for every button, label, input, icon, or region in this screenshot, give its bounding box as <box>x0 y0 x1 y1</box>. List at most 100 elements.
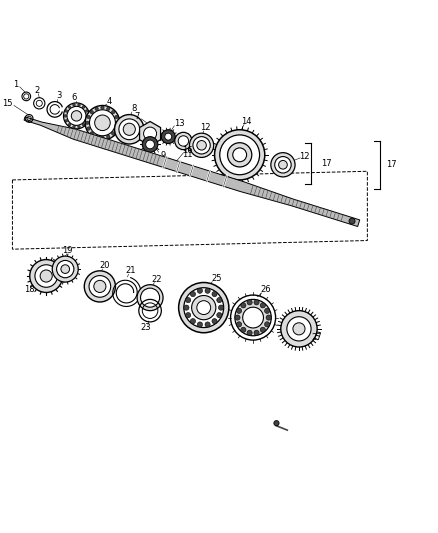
Text: 2: 2 <box>35 86 40 95</box>
Text: 8: 8 <box>131 104 136 114</box>
Circle shape <box>233 148 247 161</box>
Circle shape <box>142 136 158 152</box>
Circle shape <box>67 107 86 125</box>
Circle shape <box>68 123 71 126</box>
Circle shape <box>293 323 305 335</box>
Circle shape <box>215 130 265 180</box>
Circle shape <box>178 136 189 146</box>
Circle shape <box>78 103 80 106</box>
Text: 18: 18 <box>25 285 35 294</box>
Circle shape <box>235 315 240 320</box>
Circle shape <box>85 106 120 140</box>
Circle shape <box>266 315 271 320</box>
Text: 25: 25 <box>212 273 222 282</box>
Text: 3: 3 <box>57 91 62 100</box>
Circle shape <box>64 103 89 129</box>
Circle shape <box>106 107 110 110</box>
Circle shape <box>141 288 159 307</box>
Circle shape <box>94 280 106 293</box>
Circle shape <box>73 126 75 128</box>
Circle shape <box>260 327 265 333</box>
Circle shape <box>87 127 90 131</box>
Circle shape <box>217 312 222 318</box>
Text: 14: 14 <box>241 117 251 126</box>
Polygon shape <box>140 122 161 146</box>
Circle shape <box>89 110 116 136</box>
Text: 11: 11 <box>183 150 193 159</box>
Circle shape <box>197 322 202 327</box>
Circle shape <box>65 119 67 122</box>
Text: 21: 21 <box>125 266 135 276</box>
Circle shape <box>191 292 195 297</box>
Circle shape <box>186 297 191 303</box>
Circle shape <box>146 140 155 149</box>
Text: 12: 12 <box>200 124 210 133</box>
Circle shape <box>190 133 214 157</box>
Circle shape <box>235 300 271 336</box>
Text: 17: 17 <box>321 159 332 168</box>
Circle shape <box>241 303 246 308</box>
Text: 22: 22 <box>151 275 162 284</box>
Circle shape <box>85 121 89 125</box>
Circle shape <box>82 106 85 108</box>
Circle shape <box>237 322 242 327</box>
Circle shape <box>82 123 85 126</box>
Circle shape <box>254 330 259 335</box>
Circle shape <box>123 123 135 135</box>
Circle shape <box>137 285 163 311</box>
Text: 4: 4 <box>106 96 112 106</box>
Circle shape <box>116 121 119 125</box>
Circle shape <box>111 110 115 114</box>
Circle shape <box>85 110 88 112</box>
Circle shape <box>90 132 93 135</box>
Circle shape <box>95 115 110 131</box>
Text: 20: 20 <box>99 261 110 270</box>
Circle shape <box>61 265 70 273</box>
Circle shape <box>30 260 63 293</box>
Circle shape <box>212 319 217 324</box>
Circle shape <box>243 307 264 328</box>
Circle shape <box>175 132 192 150</box>
Circle shape <box>212 292 217 297</box>
Text: 16: 16 <box>183 146 193 155</box>
Circle shape <box>68 106 71 108</box>
Circle shape <box>192 295 216 320</box>
Circle shape <box>73 103 75 106</box>
Circle shape <box>95 107 99 110</box>
Text: 23: 23 <box>141 324 151 333</box>
Text: 19: 19 <box>62 246 73 255</box>
Circle shape <box>217 297 222 303</box>
Text: 6: 6 <box>72 93 77 102</box>
Polygon shape <box>24 117 360 227</box>
Circle shape <box>115 115 118 119</box>
Circle shape <box>275 157 291 173</box>
Circle shape <box>281 311 317 347</box>
Circle shape <box>52 256 78 282</box>
Circle shape <box>111 132 115 135</box>
Text: 9: 9 <box>160 151 166 160</box>
Text: 15: 15 <box>2 99 13 108</box>
Circle shape <box>86 115 89 117</box>
Circle shape <box>265 308 270 313</box>
Circle shape <box>186 312 191 318</box>
Circle shape <box>228 143 252 167</box>
Text: 27: 27 <box>311 333 321 342</box>
Circle shape <box>241 327 246 333</box>
Circle shape <box>115 115 144 144</box>
Circle shape <box>78 126 80 128</box>
Circle shape <box>65 110 67 112</box>
Circle shape <box>247 330 252 335</box>
Circle shape <box>220 135 260 175</box>
Circle shape <box>205 288 210 293</box>
Circle shape <box>57 261 74 278</box>
Circle shape <box>205 322 210 327</box>
Text: 26: 26 <box>261 285 272 294</box>
Circle shape <box>40 270 52 282</box>
Circle shape <box>71 111 81 121</box>
Circle shape <box>349 218 355 224</box>
Circle shape <box>95 135 99 139</box>
Circle shape <box>260 303 265 308</box>
Text: 7: 7 <box>134 112 140 121</box>
Text: 13: 13 <box>174 119 184 128</box>
Circle shape <box>274 421 279 426</box>
